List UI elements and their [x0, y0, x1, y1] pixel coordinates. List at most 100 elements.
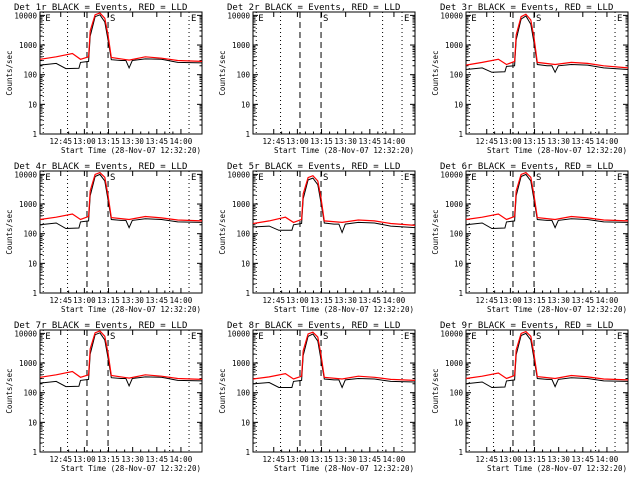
y-axis-label: Counts/sec	[431, 50, 440, 95]
x-tick-label: 14:00	[383, 455, 406, 464]
x-tick-label: 12:45	[262, 455, 285, 464]
marker-label-s: S	[323, 332, 328, 342]
x-tick-label: 13:45	[146, 455, 169, 464]
panel-det-9r: Det 9r BLACK = Events, RED = LLD 1 10 100 10…	[431, 321, 629, 473]
x-tick-label: 14:00	[596, 455, 619, 464]
y-axis-label: Counts/sec	[5, 368, 14, 413]
x-tick-label: 14:00	[170, 137, 193, 146]
marker-label-s: S	[536, 14, 541, 24]
x-axis-label: Start Time (28-Nov-07 12:32:20)	[274, 464, 414, 473]
y-tick-label: 1000	[19, 41, 38, 50]
x-tick-label: 13:15	[97, 455, 120, 464]
x-axis-label: Start Time (28-Nov-07 12:32:20)	[487, 464, 627, 473]
x-tick-label: 13:45	[359, 455, 382, 464]
x-tick-label: 13:45	[359, 137, 382, 146]
panel-det-1r: Det 1r BLACK = Events, RED = LLD 1 10 100 10…	[5, 3, 203, 155]
panel-det-4r: Det 4r BLACK = Events, RED = LLD 1 10 100 10…	[5, 162, 203, 314]
series-events-line	[465, 15, 629, 74]
x-axis-label: Start Time (28-Nov-07 12:32:20)	[61, 146, 201, 155]
marker-label-e: E	[191, 14, 196, 24]
plot-frame	[39, 170, 203, 294]
x-tick-label: 12:45	[475, 137, 498, 146]
panel-title: Det 4r BLACK = Events, RED = LLD	[14, 162, 187, 172]
panel-det-5r: Det 5r BLACK = Events, RED = LLD 1 10 100 10…	[218, 162, 416, 314]
y-tick-label: 1	[245, 448, 250, 457]
y-tick-label: 10	[28, 259, 38, 268]
x-tick-label: 13:30	[547, 296, 570, 305]
y-axis-label: Counts/sec	[218, 209, 227, 254]
marker-label-s: S	[110, 173, 115, 183]
marker-label-e: E	[258, 173, 263, 183]
marker-label-e: E	[45, 332, 50, 342]
panel-title: Det 2r BLACK = Events, RED = LLD	[227, 3, 400, 13]
y-axis-label: Counts/sec	[5, 50, 14, 95]
series-events-line	[39, 173, 203, 230]
y-tick-label: 1	[32, 448, 37, 457]
marker-label-e: E	[258, 332, 263, 342]
series-events-line	[252, 333, 416, 389]
marker-label-e: E	[45, 14, 50, 24]
y-tick-label: 1000	[19, 200, 38, 209]
x-tick-label: 12:45	[49, 455, 72, 464]
panel-title: Det 3r BLACK = Events, RED = LLD	[440, 3, 613, 13]
x-tick-label: 13:30	[547, 455, 570, 464]
x-axis-label: Start Time (28-Nov-07 12:32:20)	[487, 146, 627, 155]
plot-frame	[39, 11, 203, 135]
series-lld-line	[39, 330, 203, 380]
y-tick-label: 10	[28, 100, 38, 109]
marker-label-s: S	[110, 332, 115, 342]
y-tick-label: 10	[454, 100, 464, 109]
marker-label-e: E	[471, 173, 476, 183]
series-lld-line	[465, 13, 629, 69]
y-tick-label: 1	[458, 289, 463, 298]
y-tick-label: 100	[23, 230, 37, 239]
x-tick-label: 13:15	[97, 137, 120, 146]
x-tick-label: 13:15	[523, 455, 546, 464]
marker-label-s: S	[323, 173, 328, 183]
series-lld-line	[39, 12, 203, 62]
y-tick-label: 1	[32, 130, 37, 139]
x-tick-label: 14:00	[170, 455, 193, 464]
x-tick-label: 13:45	[572, 455, 595, 464]
series-lld-line	[465, 171, 629, 222]
plot-frame	[252, 170, 416, 294]
marker-label-e: E	[471, 332, 476, 342]
x-axis-label: Start Time (28-Nov-07 12:32:20)	[61, 464, 201, 473]
x-tick-label: 12:45	[49, 137, 72, 146]
marker-label-e: E	[471, 14, 476, 24]
marker-label-s: S	[110, 14, 115, 24]
y-tick-label: 10	[28, 418, 38, 427]
y-axis-label: Counts/sec	[218, 368, 227, 413]
panel-title: Det 9r BLACK = Events, RED = LLD	[440, 321, 613, 331]
panel-title: Det 7r BLACK = Events, RED = LLD	[14, 321, 187, 331]
x-tick-label: 14:00	[596, 137, 619, 146]
y-tick-label: 10000	[227, 11, 250, 20]
y-tick-label: 100	[236, 71, 250, 80]
y-tick-label: 100	[449, 71, 463, 80]
x-axis-label: Start Time (28-Nov-07 12:32:20)	[487, 305, 627, 314]
x-tick-label: 13:15	[97, 296, 120, 305]
panel-title: Det 5r BLACK = Events, RED = LLD	[227, 162, 400, 172]
panel-det-7r: Det 7r BLACK = Events, RED = LLD 1 10 100 10…	[5, 321, 203, 473]
marker-label-e: E	[617, 14, 622, 24]
x-tick-label: 12:45	[262, 296, 285, 305]
x-tick-label: 14:00	[170, 296, 193, 305]
x-tick-label: 13:45	[359, 296, 382, 305]
series-lld-line	[252, 331, 416, 381]
panel-title: Det 1r BLACK = Events, RED = LLD	[14, 3, 187, 13]
marker-label-s: S	[536, 332, 541, 342]
x-tick-label: 13:00	[286, 296, 309, 305]
x-tick-label: 13:00	[73, 137, 96, 146]
x-tick-label: 13:00	[499, 455, 522, 464]
series-events-line	[39, 332, 203, 388]
x-tick-label: 13:00	[286, 455, 309, 464]
marker-label-e: E	[617, 332, 622, 342]
x-tick-label: 14:00	[383, 296, 406, 305]
y-tick-label: 10	[454, 418, 464, 427]
series-events-line	[465, 332, 629, 389]
y-tick-label: 10	[241, 259, 251, 268]
x-tick-label: 13:30	[121, 137, 144, 146]
y-tick-label: 100	[236, 230, 250, 239]
x-axis-label: Start Time (28-Nov-07 12:32:20)	[274, 305, 414, 314]
